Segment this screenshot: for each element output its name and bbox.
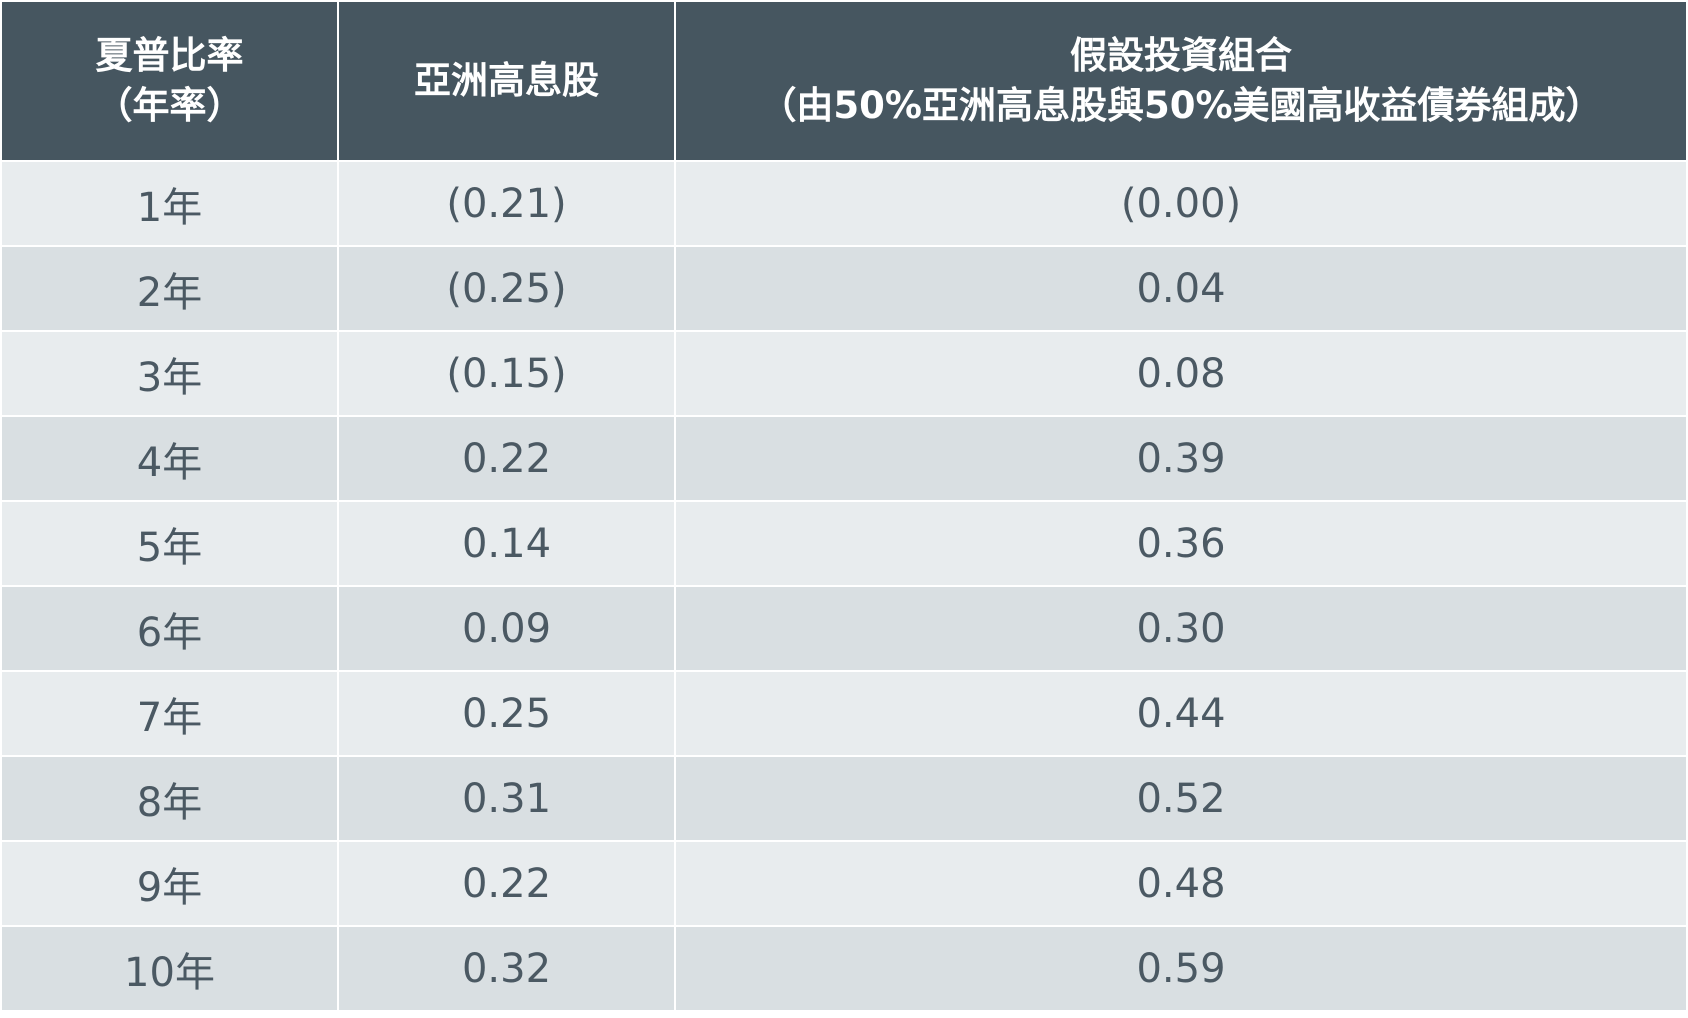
header-portfolio-line1: 假設投資組合 xyxy=(1070,34,1292,77)
table-row: 3年 (0.15) 0.08 xyxy=(2,330,1686,416)
cell-asia-high-dividend: (0.21) xyxy=(337,160,675,246)
cell-period: 5年 xyxy=(2,500,338,586)
cell-period: 3年 xyxy=(2,330,338,416)
cell-period: 4年 xyxy=(2,415,338,501)
table-row: 9年 0.22 0.48 xyxy=(2,840,1686,926)
cell-portfolio: 0.30 xyxy=(674,585,1686,671)
header-portfolio-line2: （由50%亞洲高息股與50%美國高收益債券組成） xyxy=(759,84,1603,127)
cell-asia-high-dividend: 0.22 xyxy=(337,840,675,926)
table-row: 5年 0.14 0.36 xyxy=(2,500,1686,586)
cell-portfolio: (0.00) xyxy=(674,160,1686,246)
cell-portfolio: 0.52 xyxy=(674,755,1686,841)
cell-asia-high-dividend: 0.14 xyxy=(337,500,675,586)
table-row: 1年 (0.21) (0.00) xyxy=(2,160,1686,246)
header-sharpe-ratio-line1: 夏普比率 xyxy=(95,34,244,77)
header-sharpe-ratio: 夏普比率 （年率） xyxy=(2,2,338,162)
cell-portfolio: 0.48 xyxy=(674,840,1686,926)
cell-period: 1年 xyxy=(2,160,338,246)
cell-portfolio: 0.44 xyxy=(674,670,1686,756)
cell-period: 7年 xyxy=(2,670,338,756)
cell-portfolio: 0.39 xyxy=(674,415,1686,501)
header-asia-high-dividend: 亞洲高息股 xyxy=(337,2,675,162)
table-row: 4年 0.22 0.39 xyxy=(2,415,1686,501)
cell-asia-high-dividend: 0.25 xyxy=(337,670,675,756)
cell-period: 8年 xyxy=(2,755,338,841)
cell-period: 2年 xyxy=(2,245,338,331)
cell-portfolio: 0.59 xyxy=(674,925,1686,1010)
cell-period: 10年 xyxy=(2,925,338,1010)
cell-portfolio: 0.36 xyxy=(674,500,1686,586)
table-row: 6年 0.09 0.30 xyxy=(2,585,1686,671)
table-row: 7年 0.25 0.44 xyxy=(2,670,1686,756)
table-header-row: 夏普比率 （年率） 亞洲高息股 假設投資組合 （由50%亞洲高息股與50%美國高… xyxy=(2,2,1686,162)
cell-asia-high-dividend: (0.25) xyxy=(337,245,675,331)
cell-period: 9年 xyxy=(2,840,338,926)
cell-period: 6年 xyxy=(2,585,338,671)
cell-asia-high-dividend: 0.31 xyxy=(337,755,675,841)
cell-portfolio: 0.08 xyxy=(674,330,1686,416)
cell-asia-high-dividend: 0.22 xyxy=(337,415,675,501)
cell-portfolio: 0.04 xyxy=(674,245,1686,331)
table-row: 2年 (0.25) 0.04 xyxy=(2,245,1686,331)
header-asia-high-dividend-label: 亞洲高息股 xyxy=(414,59,599,102)
table-row: 10年 0.32 0.59 xyxy=(2,925,1686,1010)
cell-asia-high-dividend: 0.32 xyxy=(337,925,675,1010)
header-sharpe-ratio-line2: （年率） xyxy=(95,84,244,127)
cell-asia-high-dividend: 0.09 xyxy=(337,585,675,671)
cell-asia-high-dividend: (0.15) xyxy=(337,330,675,416)
table-row: 8年 0.31 0.52 xyxy=(2,755,1686,841)
header-hypothetical-portfolio: 假設投資組合 （由50%亞洲高息股與50%美國高收益債券組成） xyxy=(674,2,1686,162)
